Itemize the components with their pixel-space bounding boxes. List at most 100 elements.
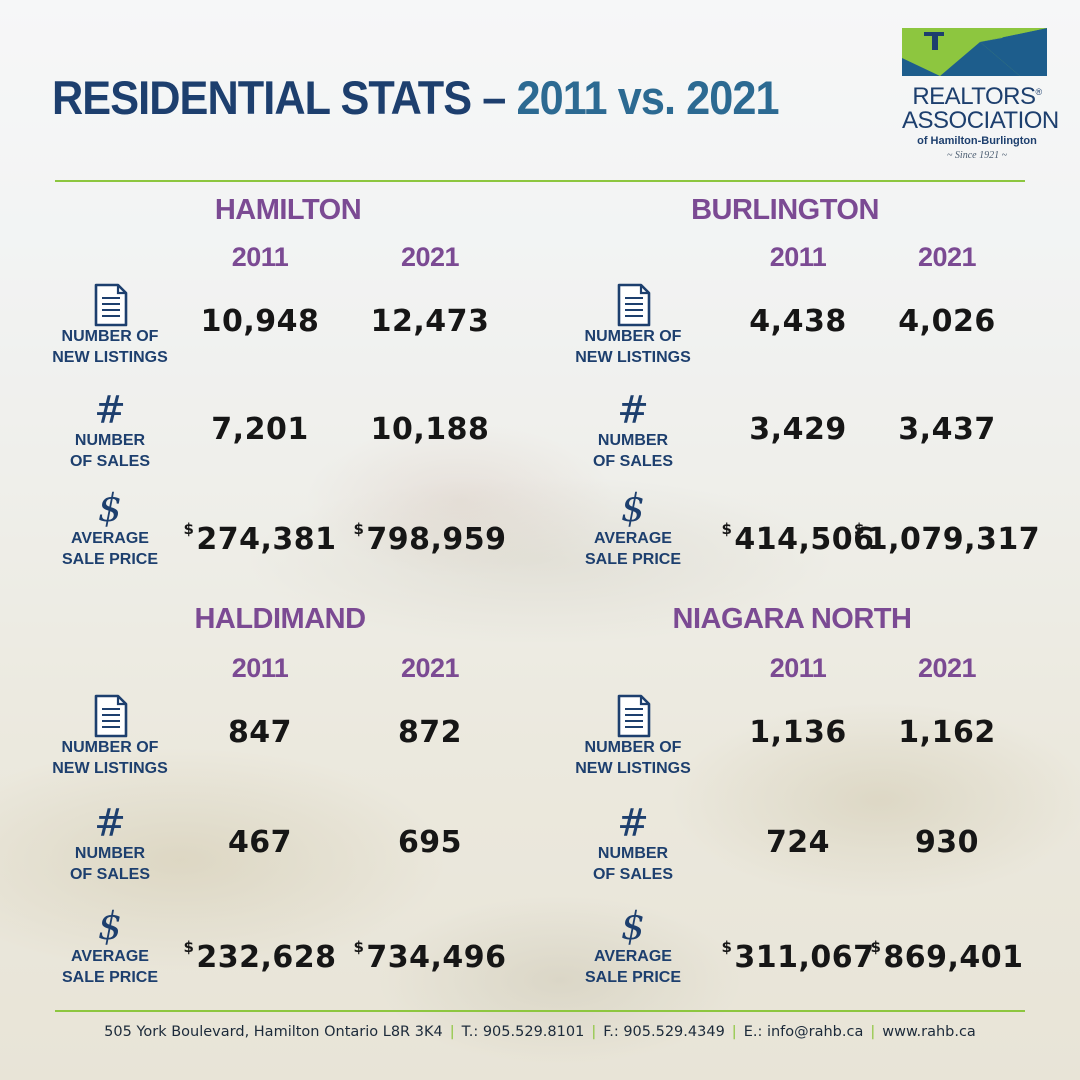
- sales-value: 467: [165, 825, 355, 860]
- listings-value-text: 872: [397, 715, 463, 750]
- stat-label-line2: NEW LISTINGS: [52, 760, 168, 777]
- stat-label-line1: NUMBER OF: [61, 328, 159, 345]
- footer-fax: F.: 905.529.4349: [603, 1024, 725, 1040]
- listings-stat-label: NUMBER OF NEW LISTINGS: [563, 693, 703, 779]
- stat-label-line1: AVERAGE: [71, 530, 149, 547]
- year-header: 2021: [400, 242, 460, 272]
- listings-value-text: 10,948: [200, 304, 320, 339]
- stat-label-line2: OF SALES: [592, 453, 673, 470]
- listings-value: 4,438: [703, 304, 893, 339]
- price-stat-label: $ AVERAGE SALE PRICE: [563, 906, 703, 988]
- listings-value: 4,026: [852, 304, 1042, 339]
- currency-symbol: $: [183, 938, 195, 956]
- stat-label-line1: NUMBER OF: [584, 739, 682, 756]
- price-value-text: 798,959: [366, 522, 507, 557]
- price-value: $311,067: [703, 938, 893, 975]
- logo-house-mark: [902, 28, 1047, 76]
- currency-symbol: $: [870, 938, 882, 956]
- stat-label-line1: NUMBER: [74, 845, 146, 862]
- footer-separator: |: [449, 1024, 455, 1040]
- price-value: $869,401: [852, 938, 1042, 975]
- stat-label-line1: AVERAGE: [71, 948, 149, 965]
- rahb-logo: REALTORS® ASSOCIATION of Hamilton-Burlin…: [902, 28, 1059, 168]
- footer-separator: |: [591, 1024, 597, 1040]
- listings-value: 1,136: [703, 715, 893, 750]
- footer-email: E.: info@rahb.ca: [743, 1024, 864, 1040]
- sales-stat-label: # NUMBER OF SALES: [40, 803, 180, 885]
- sales-value-text: 930: [914, 825, 980, 860]
- currency-symbol: $: [853, 520, 865, 538]
- document-icon: [40, 693, 180, 738]
- hash-icon: #: [94, 388, 126, 432]
- logo-registered-mark: ®: [1035, 87, 1043, 97]
- listings-value: 1,162: [852, 715, 1042, 750]
- sales-value: 930: [852, 825, 1042, 860]
- stat-label-line2: OF SALES: [69, 453, 150, 470]
- price-value-text: 734,496: [366, 940, 507, 975]
- stat-label-line2: SALE PRICE: [584, 551, 681, 568]
- footer-phone: T.: 905.529.8101: [461, 1024, 585, 1040]
- listings-stat-label: NUMBER OF NEW LISTINGS: [40, 282, 180, 368]
- price-value-text: 311,067: [734, 940, 875, 975]
- year-header: 2011: [231, 653, 289, 683]
- sales-value-text: 695: [397, 825, 463, 860]
- price-value: $1,079,317: [852, 520, 1042, 557]
- hash-icon: #: [94, 801, 126, 845]
- price-value-text: 1,079,317: [866, 522, 1041, 557]
- price-value: $414,506: [703, 520, 893, 557]
- hash-icon: #: [617, 388, 649, 432]
- stat-label-line1: NUMBER: [597, 432, 669, 449]
- sales-value: 3,437: [852, 412, 1042, 447]
- price-value: $274,381: [165, 520, 355, 557]
- currency-symbol: $: [721, 938, 733, 956]
- stat-label-line2: NEW LISTINGS: [575, 349, 691, 366]
- hash-icon: #: [617, 801, 649, 845]
- listings-stat-label: NUMBER OF NEW LISTINGS: [40, 693, 180, 779]
- stat-label-line1: NUMBER OF: [61, 739, 159, 756]
- logo-line4: ~ Since 1921 ~: [947, 150, 1007, 161]
- footer-separator: |: [731, 1024, 737, 1040]
- price-value-text: 414,506: [734, 522, 875, 557]
- stat-label-line2: OF SALES: [592, 866, 673, 883]
- currency-symbol: $: [183, 520, 195, 538]
- page-title: RESIDENTIAL STATS – 2011 vs. 2021: [52, 70, 780, 125]
- stat-label-line1: NUMBER: [597, 845, 669, 862]
- footer-website: www.rahb.ca: [882, 1024, 976, 1040]
- document-icon: [40, 282, 180, 327]
- listings-value: 10,948: [165, 304, 355, 339]
- top-divider: [55, 180, 1025, 182]
- stat-label-line1: NUMBER OF: [584, 328, 682, 345]
- region-name: HALDIMAND: [194, 603, 366, 635]
- currency-symbol: $: [721, 520, 733, 538]
- dollar-icon: $: [97, 904, 123, 948]
- title-years: 2011 vs. 2021: [516, 71, 780, 124]
- listings-value-text: 847: [227, 715, 293, 750]
- sales-value: 3,429: [703, 412, 893, 447]
- sales-value: 10,188: [335, 412, 525, 447]
- currency-symbol: $: [353, 520, 365, 538]
- dollar-icon: $: [97, 486, 123, 530]
- sales-stat-label: # NUMBER OF SALES: [563, 390, 703, 472]
- stat-label-line2: NEW LISTINGS: [575, 760, 691, 777]
- sales-stat-label: # NUMBER OF SALES: [563, 803, 703, 885]
- footer-separator: |: [870, 1024, 876, 1040]
- stat-label-line2: SALE PRICE: [61, 551, 158, 568]
- dollar-icon: $: [620, 486, 646, 530]
- sales-value-text: 3,437: [898, 412, 996, 447]
- currency-symbol: $: [353, 938, 365, 956]
- stat-label-line2: OF SALES: [69, 866, 150, 883]
- sales-stat-label: # NUMBER OF SALES: [40, 390, 180, 472]
- year-header: 2021: [400, 653, 460, 683]
- logo-line1: REALTORS: [912, 83, 1036, 110]
- price-value-text: 232,628: [196, 940, 337, 975]
- sales-value: 695: [335, 825, 525, 860]
- sales-value: 7,201: [165, 412, 355, 447]
- year-header: 2021: [917, 653, 977, 683]
- logo-line3: of Hamilton-Burlington: [917, 135, 1037, 147]
- year-header: 2011: [769, 242, 827, 272]
- price-stat-label: $ AVERAGE SALE PRICE: [563, 488, 703, 570]
- listings-value-text: 1,136: [749, 715, 847, 750]
- year-header: 2011: [231, 242, 289, 272]
- stat-label-line1: NUMBER: [74, 432, 146, 449]
- year-header: 2021: [917, 242, 977, 272]
